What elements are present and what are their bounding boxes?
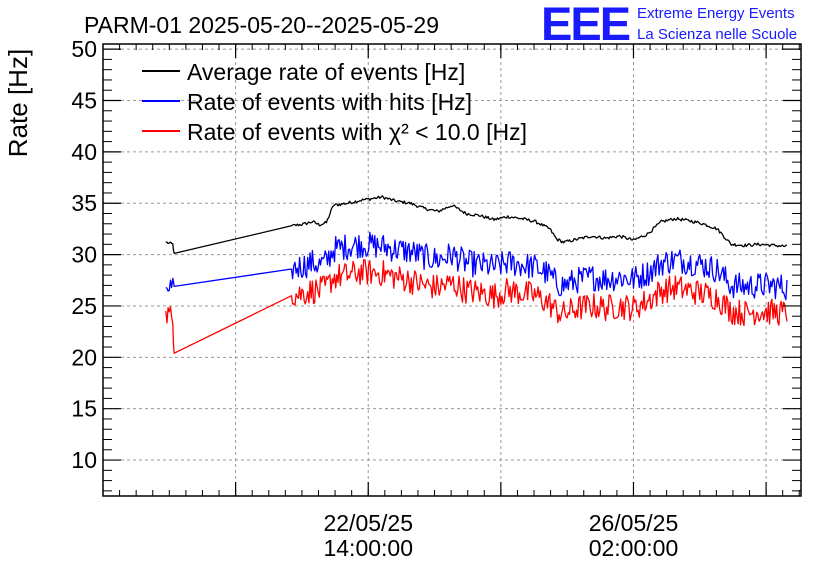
x-tick-label-time: 02:00:00 [589, 535, 679, 561]
legend-label-0: Average rate of events [Hz] [187, 59, 465, 85]
series-line-2 [165, 259, 788, 354]
plot-frame [102, 43, 802, 497]
y-tick-label: 50 [71, 36, 97, 62]
legend-label-1: Rate of events with hits [Hz] [187, 89, 472, 115]
y-tick-label: 45 [71, 88, 97, 114]
series-layer [165, 195, 788, 354]
y-tick-label: 10 [71, 447, 97, 473]
y-axis-label: Rate [Hz] [3, 49, 33, 157]
x-tick-label-time: 14:00:00 [323, 535, 413, 561]
legend: Average rate of events [Hz] Rate of event… [142, 59, 527, 145]
logo-line2: La Scienza nelle Scuole [637, 26, 797, 43]
y-tick-label: 25 [71, 293, 97, 319]
chart-title: PARM-01 2025-05-20--2025-05-29 [84, 12, 439, 38]
y-tick-label: 35 [71, 190, 97, 216]
series-line-0 [165, 195, 788, 255]
y-tick-label: 30 [71, 242, 97, 268]
x-tick-label-date: 26/05/25 [589, 510, 679, 536]
legend-label-2: Rate of events with χ² < 10.0 [Hz] [187, 119, 527, 145]
logo-mark: EEE [541, 0, 630, 50]
y-tick-label: 40 [71, 139, 97, 165]
y-tick-label: 15 [71, 396, 97, 422]
logo-line1: Extreme Energy Events [637, 5, 795, 22]
x-tick-label-date: 22/05/25 [323, 510, 413, 536]
series-line-1 [165, 231, 788, 301]
y-tick-label: 20 [71, 344, 97, 370]
eee-logo: EEE Extreme Energy Events La Scienza nel… [541, 0, 797, 50]
